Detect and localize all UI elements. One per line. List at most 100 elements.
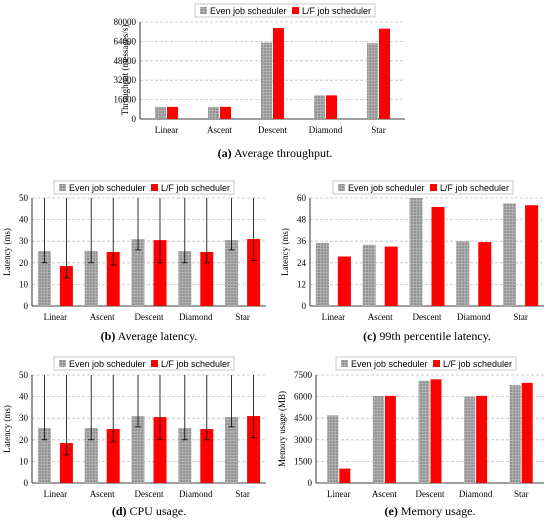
y-tick-label: 20 [19,258,29,268]
bar-even-star [503,203,517,306]
bar-lf-diamond [200,252,214,306]
legend-box [332,180,514,195]
x-tick-label: Descent [416,489,445,499]
chart-c: 0 12 24 36 48 60 Latency (ms) Linear Ascent Desce… [280,180,544,343]
caption-label: (e) [385,504,398,518]
x-tick-label: Diamond [179,312,213,322]
caption-a: (a) Average throughput. [218,146,333,160]
bar-lf-linear [337,256,351,306]
x-tick-label: Linear [322,312,345,322]
bar-even-ascent [84,250,98,306]
legend-swatch-lf [430,184,437,191]
caption-label: (a) [218,146,232,160]
bar-lf-diamond [478,242,492,306]
bar-lf-descent [153,417,167,483]
bar-lf-star [247,239,261,306]
bar-even-descent [409,198,423,306]
y-axis-label: Memory usage (MB) [277,391,287,467]
legend-label-lf: L/F job scheduler [440,183,509,193]
legend-swatch-lf [151,360,158,367]
x-tick-label: Diamond [457,312,491,322]
bar-lf-descent [431,207,445,306]
caption-label: (c) [363,329,376,343]
x-tick-label: Linear [155,125,178,135]
legend-label-even: Even job scheduler [69,183,146,193]
bar-lf-ascent [106,429,120,483]
caption-label: (d) [112,504,127,518]
caption-text: Memory usage. [398,504,476,518]
bar-even-linear [327,415,339,483]
x-tick-label: Ascent [372,489,397,499]
y-tick-label: 30 [19,413,29,423]
bar-even-linear [155,106,166,119]
y-axis-label: Latency (ms) [280,228,290,276]
legend-label-even: Even job scheduler [348,183,425,193]
y-tick-label: 1500 [294,456,313,466]
caption-e: (e) Memory usage. [385,504,476,518]
bar-lf-linear [339,468,351,483]
bar-even-ascent [84,427,98,483]
bar-even-linear [37,250,51,306]
bar-lf-descent [273,28,284,119]
caption-b: (b) Average latency. [101,329,198,343]
y-tick-label: 7500 [294,370,313,380]
legend-e: Even job scheduler L/F job scheduler [335,356,517,371]
y-tick-label: 0 [302,301,307,311]
caption-text: Average throughput. [232,146,333,160]
bar-even-ascent [208,106,219,119]
bar-even-linear [37,427,51,483]
x-tick-label: Linear [44,312,67,322]
legend-label-lf: L/F job scheduler [161,183,230,193]
x-tick-label: Star [371,125,386,135]
x-tick-label: Star [514,489,529,499]
bar-lf-star [379,28,390,120]
y-tick-label: 80000 [114,17,137,27]
x-tick-label: Descent [135,489,164,499]
chart-b: 0 10 20 30 40 50 Latency (ms) Linear Ascent Desce… [2,180,266,343]
caption-d: (d) CPU usage. [112,504,186,518]
y-tick-label: 40 [19,392,29,402]
legend-c: Even job scheduler L/F job scheduler [332,180,514,195]
bar-even-diamond [178,427,192,483]
legend-label-even: Even job scheduler [210,6,287,16]
bar-lf-star [247,416,261,483]
x-tick-label: Linear [327,489,350,499]
y-tick-label: 20 [19,435,29,445]
bar-lf-descent [153,240,167,306]
caption-text: Average latency. [115,329,197,343]
legend-label-even: Even job scheduler [351,359,428,369]
x-tick-label: Ascent [90,489,115,499]
legend-label-lf: L/F job scheduler [443,359,512,369]
y-tick-label: 0 [24,478,29,488]
legend-box [53,180,235,195]
y-tick-label: 40 [19,215,29,225]
y-tick-label: 50 [19,193,29,203]
bar-lf-descent [430,379,442,483]
x-tick-label: Diamond [459,489,493,499]
bar-even-descent [261,42,272,119]
bar-lf-ascent [106,252,120,306]
bar-lf-ascent [220,106,231,119]
legend-label-lf: L/F job scheduler [302,6,371,16]
legend-swatch-even [338,184,345,191]
bar-lf-linear [59,443,73,483]
y-tick-label: 48000 [114,56,137,66]
legend-swatch-even [341,360,348,367]
y-tick-label: 16000 [114,95,137,105]
x-tick-label: Star [235,489,250,499]
y-tick-label: 30 [19,236,29,246]
x-tick-label: Linear [44,489,67,499]
bar-even-star [225,240,239,306]
x-tick-label: Diamond [309,125,343,135]
bar-even-diamond [464,396,476,483]
legend-swatch-even [59,360,66,367]
legend-swatch-lf [292,7,299,14]
legend-swatch-lf [151,184,158,191]
bar-even-descent [418,380,430,483]
y-axis-label: Latency (ms) [2,405,12,453]
bar-lf-linear [167,106,178,119]
x-tick-label: Ascent [207,125,232,135]
bar-lf-ascent [384,246,398,306]
